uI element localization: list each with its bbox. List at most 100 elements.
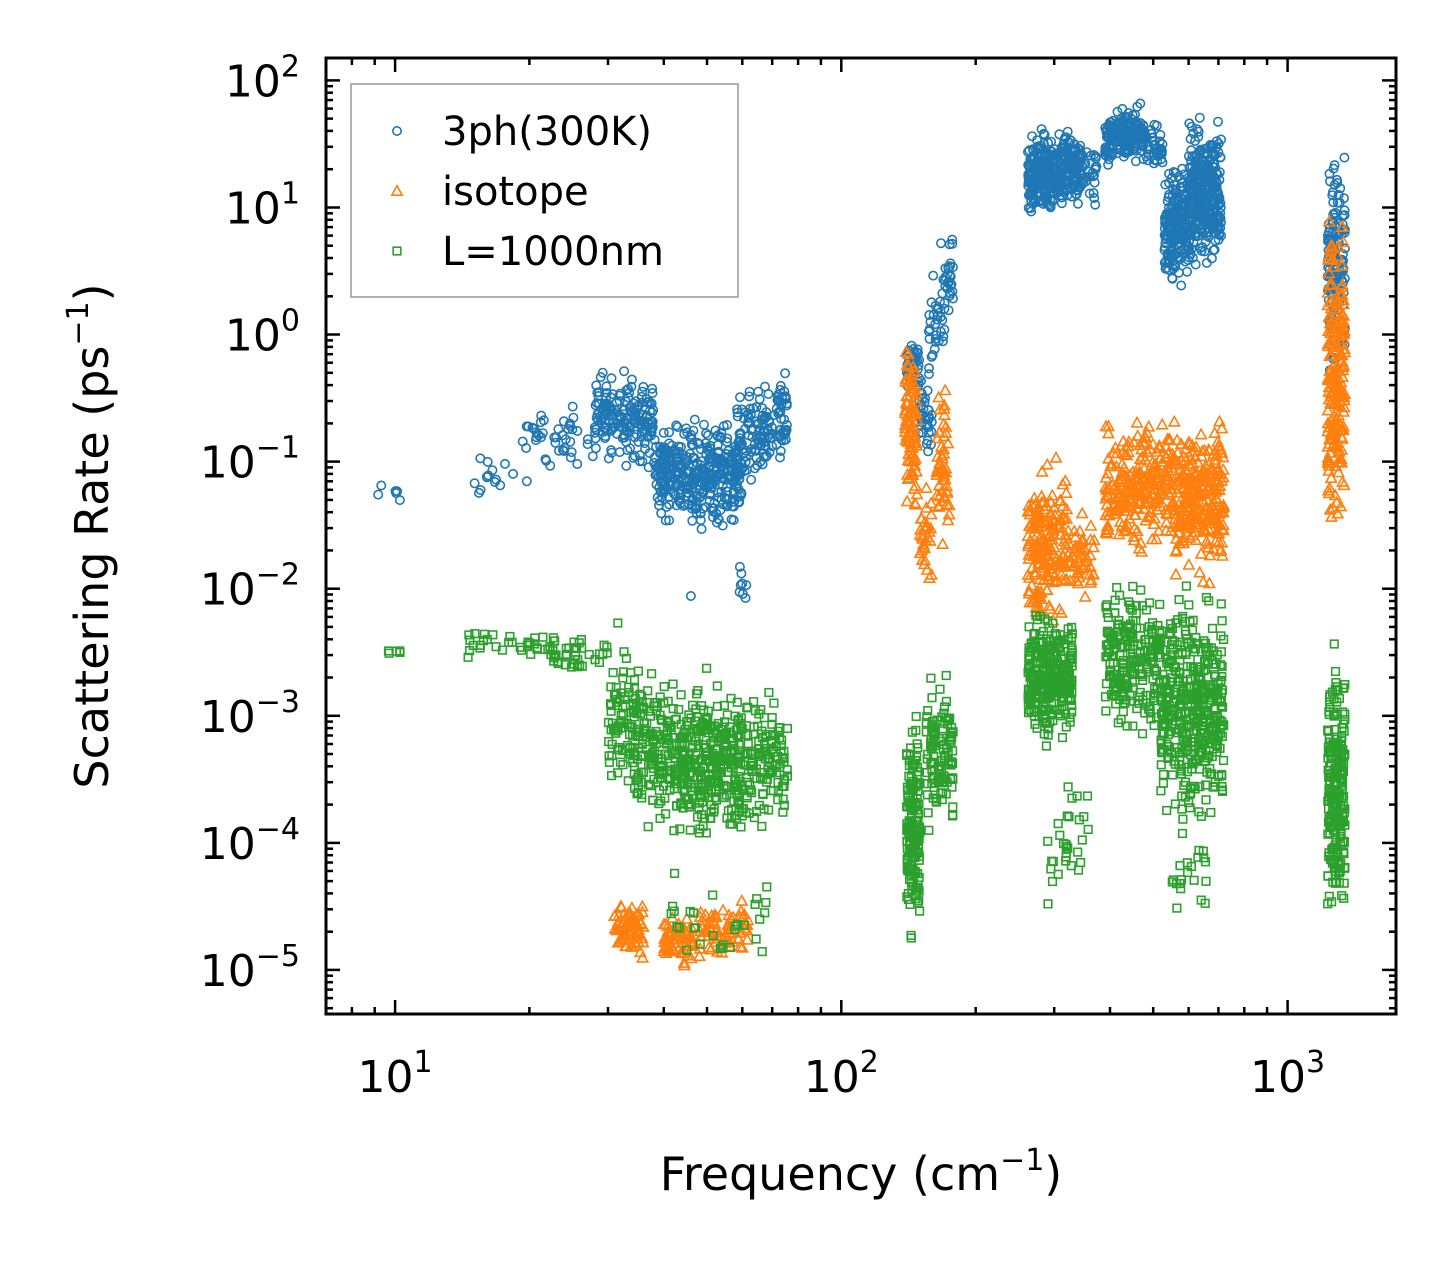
data-point bbox=[572, 425, 583, 436]
data-point bbox=[1066, 861, 1076, 871]
data-point bbox=[698, 721, 708, 732]
data-point bbox=[736, 568, 747, 579]
data-point bbox=[939, 297, 950, 308]
data-point bbox=[1335, 348, 1349, 361]
data-point bbox=[735, 894, 749, 906]
data-point bbox=[782, 723, 792, 734]
data-point bbox=[902, 863, 912, 873]
data-point bbox=[779, 800, 789, 810]
data-point bbox=[616, 926, 630, 939]
data-point bbox=[636, 691, 647, 701]
data-point bbox=[655, 441, 666, 452]
data-point bbox=[629, 432, 640, 443]
data-point bbox=[1186, 121, 1197, 132]
data-point bbox=[1332, 177, 1343, 188]
data-point bbox=[648, 735, 659, 745]
data-point bbox=[900, 358, 914, 371]
data-point bbox=[1323, 481, 1337, 493]
series-3ph-300k- bbox=[373, 98, 1350, 603]
data-point bbox=[1321, 439, 1335, 452]
data-point bbox=[1169, 567, 1183, 580]
data-point bbox=[757, 774, 768, 784]
data-point bbox=[927, 764, 937, 775]
data-point bbox=[1187, 214, 1198, 225]
data-point bbox=[1195, 224, 1206, 235]
data-point bbox=[939, 275, 950, 286]
data-point bbox=[1062, 126, 1073, 137]
data-point bbox=[684, 770, 694, 781]
data-point bbox=[1203, 200, 1214, 211]
data-point bbox=[934, 464, 948, 476]
data-point bbox=[718, 421, 729, 432]
data-point bbox=[1029, 504, 1043, 517]
data-point bbox=[947, 293, 958, 304]
data-point bbox=[718, 465, 729, 476]
data-point bbox=[1215, 213, 1226, 224]
data-point bbox=[936, 537, 950, 550]
data-point bbox=[671, 466, 682, 477]
data-point bbox=[606, 700, 616, 711]
data-point bbox=[1150, 502, 1164, 515]
data-point bbox=[663, 925, 677, 938]
data-point bbox=[1212, 506, 1226, 519]
data-point bbox=[923, 369, 934, 380]
data-point bbox=[602, 642, 612, 652]
data-point bbox=[1107, 498, 1121, 511]
data-point bbox=[775, 424, 786, 435]
data-point bbox=[664, 515, 675, 526]
data-point bbox=[516, 645, 527, 655]
data-point bbox=[923, 534, 937, 546]
data-point bbox=[1176, 449, 1190, 462]
data-point bbox=[637, 696, 647, 707]
data-point bbox=[1329, 179, 1340, 190]
data-point bbox=[679, 746, 690, 756]
data-point bbox=[1051, 178, 1062, 189]
data-point bbox=[1131, 501, 1145, 514]
data-point bbox=[629, 675, 640, 685]
data-point bbox=[940, 479, 954, 492]
data-point bbox=[646, 419, 657, 430]
data-point bbox=[608, 667, 618, 678]
data-point bbox=[941, 696, 951, 706]
data-point bbox=[1163, 487, 1177, 500]
data-point bbox=[672, 922, 682, 932]
data-point bbox=[1209, 534, 1223, 547]
data-point bbox=[735, 940, 749, 953]
data-point bbox=[1197, 242, 1208, 253]
data-point bbox=[1066, 163, 1077, 174]
data-point bbox=[1054, 567, 1068, 580]
data-point bbox=[919, 481, 933, 494]
data-point bbox=[1161, 210, 1172, 221]
data-point bbox=[1099, 419, 1113, 432]
data-point bbox=[1026, 639, 1036, 649]
data-point bbox=[553, 445, 564, 456]
data-point bbox=[1029, 629, 1039, 639]
data-point bbox=[1067, 559, 1081, 571]
data-point bbox=[932, 478, 946, 491]
data-point bbox=[939, 708, 949, 718]
data-point bbox=[734, 392, 745, 403]
data-point bbox=[645, 781, 656, 791]
data-point bbox=[746, 474, 757, 485]
data-point bbox=[1028, 198, 1039, 209]
data-point bbox=[687, 515, 698, 526]
data-point bbox=[639, 718, 649, 729]
data-point bbox=[1208, 214, 1219, 225]
data-point bbox=[1189, 231, 1200, 242]
data-point bbox=[1055, 630, 1065, 640]
data-point bbox=[899, 374, 913, 387]
data-point bbox=[1054, 606, 1068, 618]
data-point bbox=[921, 438, 932, 449]
data-point bbox=[755, 440, 766, 451]
data-point bbox=[551, 650, 561, 660]
data-point bbox=[619, 647, 629, 657]
data-point bbox=[626, 381, 637, 392]
data-point bbox=[1321, 403, 1335, 416]
data-point bbox=[1155, 599, 1165, 609]
data-point bbox=[900, 388, 915, 401]
data-point bbox=[1079, 812, 1089, 822]
data-point bbox=[1185, 174, 1196, 185]
data-point bbox=[913, 883, 923, 894]
data-point bbox=[1173, 267, 1184, 278]
data-point bbox=[780, 368, 791, 379]
